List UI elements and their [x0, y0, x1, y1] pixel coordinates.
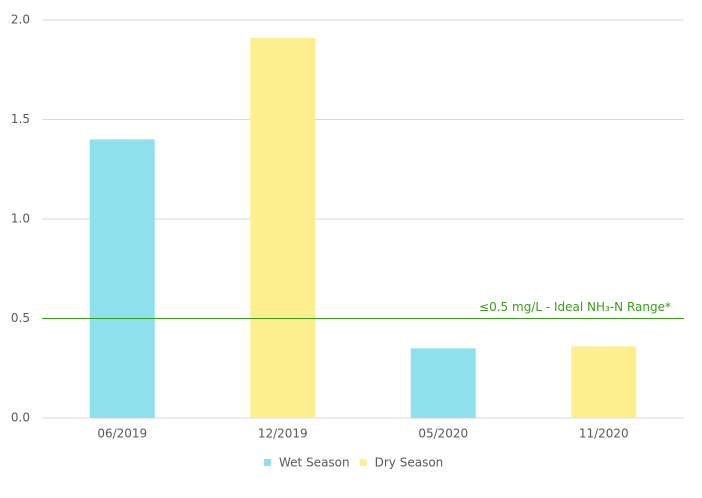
bar [250, 37, 316, 418]
y-tick-label: 0.0 [11, 411, 30, 425]
x-tick-label: 11/2020 [579, 427, 629, 441]
bar [571, 346, 637, 418]
x-tick-label: 12/2019 [258, 427, 308, 441]
legend-label: Dry Season [375, 456, 444, 470]
bar [410, 348, 476, 418]
legend-label: Wet Season [279, 456, 350, 470]
legend-marker [264, 459, 271, 466]
legend-marker [359, 459, 367, 466]
y-tick-label: 1.5 [11, 112, 30, 126]
reference-label: ≤0.5 mg/L - Ideal NH₃-N Range* [479, 300, 671, 314]
x-tick-label: 06/2019 [97, 427, 147, 441]
y-tick-label: 0.5 [11, 311, 30, 325]
y-tick-label: 2.0 [11, 13, 30, 27]
x-tick-label: 05/2020 [418, 427, 468, 441]
bar [89, 139, 155, 418]
y-tick-label: 1.0 [11, 212, 30, 226]
